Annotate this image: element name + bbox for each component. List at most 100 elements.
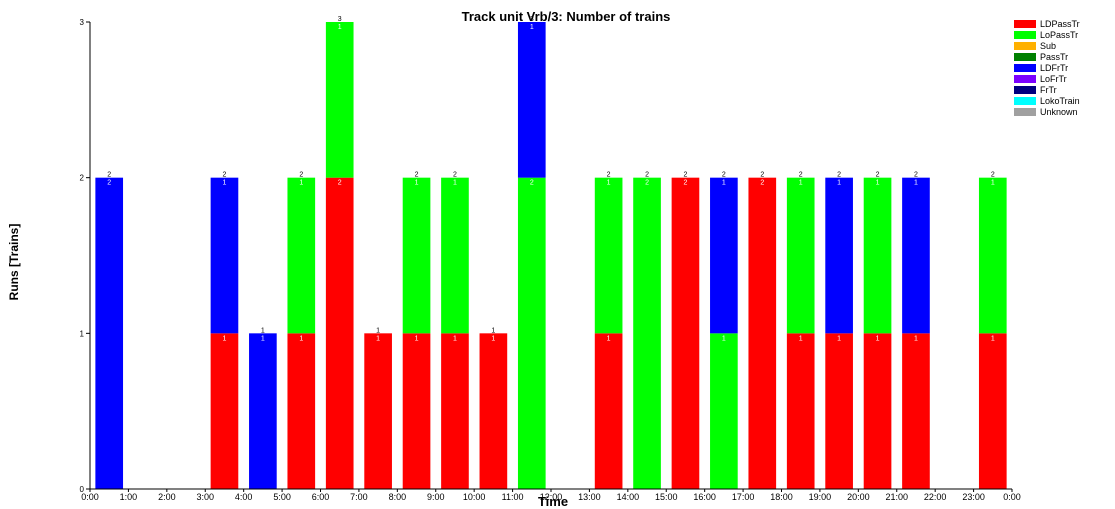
legend-swatch-lopasstr [1014,31,1036,39]
segment-value-label: 1 [453,180,457,187]
segment-value-label: 1 [837,335,841,342]
bar-total-label: 2 [837,172,841,179]
bar-total-label: 2 [760,172,764,179]
bar-segment-ldpasstr [210,333,239,489]
segment-value-label: 1 [376,335,380,342]
chart-title: Track unit Vrb/3: Number of trains [462,9,671,24]
legend-swatch-sub [1014,42,1036,50]
bar-segment-ldpasstr [902,333,930,489]
legend-swatch-ldfrtr [1014,64,1036,72]
segment-value-label: 1 [722,335,726,342]
segment-value-label: 1 [223,335,227,342]
bar-segment-ldfrtr [902,177,930,334]
x-tick-label: 7:00 [350,492,368,502]
bar-segment-ldpasstr [978,333,1007,489]
x-tick-label: 8:00 [389,492,407,502]
bar-segment-lopasstr [633,177,661,489]
bar-labels-layer: 2211211112213111121121121311222221122211… [107,16,995,342]
bar-segment-ldpasstr [825,333,853,489]
legend-label-sub: Sub [1040,41,1056,51]
bar-segment-ldpasstr [671,177,700,489]
bar-total-label: 1 [261,327,265,334]
segment-value-label: 1 [991,335,995,342]
bar-segment-ldfrtr [517,22,546,178]
bar-total-label: 1 [491,327,495,334]
x-tick-label: 22:00 [924,492,947,502]
legend-label-passtr: PassTr [1040,52,1068,62]
y-tick-label: 1 [80,329,85,338]
bar-segment-lopasstr [710,333,738,489]
bar-total-label: 2 [453,172,457,179]
segment-value-label: 1 [799,180,803,187]
legend-label-ldpasstr: LDPassTr [1040,19,1080,29]
bar-segment-ldfrtr [210,177,239,334]
bar-segment-ldfrtr [710,177,738,334]
bar-segment-lopasstr [978,177,1007,334]
segment-value-label: 2 [107,180,111,187]
bar-total-label: 2 [645,172,649,179]
segment-value-label: 1 [415,180,419,187]
bar-segment-lopasstr [786,177,815,334]
x-tick-label: 3:00 [196,492,214,502]
segment-value-label: 1 [722,180,726,187]
x-tick-label: 11:00 [502,492,524,502]
segment-value-label: 2 [760,180,764,187]
segment-value-label: 1 [876,180,880,187]
x-tick-label: 23:00 [962,492,985,502]
x-tick-label: 0:00 [1003,492,1021,502]
segment-value-label: 1 [223,180,227,187]
segment-value-label: 1 [415,335,419,342]
bar-total-label: 2 [722,172,726,179]
legend-swatch-frtr [1014,86,1036,94]
x-tick-label: 12:00 [540,492,563,502]
segment-value-label: 2 [645,180,649,187]
bar-total-label: 2 [991,172,995,179]
legend-swatch-lokotrain [1014,97,1036,105]
x-tick-label: 17:00 [732,492,755,502]
bar-total-label: 2 [914,172,918,179]
legend-label-lopasstr: LoPassTr [1040,30,1078,40]
x-tick-label: 2:00 [158,492,176,502]
bar-segment-ldfrtr [95,177,124,489]
x-tick-label: 18:00 [770,492,793,502]
bar-segment-ldpasstr [402,333,431,489]
y-tick-label: 2 [80,174,85,183]
y-axis-label: Runs [Trains] [7,224,21,301]
x-tick-label: 20:00 [847,492,870,502]
x-tick-label: 4:00 [235,492,253,502]
legend-swatch-unknown [1014,108,1036,116]
bar-segment-lopasstr [863,177,892,334]
segment-value-label: 1 [338,24,342,31]
x-tick-label: 14:00 [617,492,640,502]
segment-value-label: 1 [530,24,534,31]
bar-segment-ldfrtr [249,333,277,489]
bar-segment-ldpasstr [364,333,392,489]
bar-total-label: 3 [530,16,534,23]
bar-segment-ldpasstr [594,333,623,489]
segment-value-label: 1 [453,335,457,342]
y-tick-label: 0 [80,485,85,494]
legend-label-lofrtr: LoFrTr [1040,74,1067,84]
bar-segment-ldpasstr [863,333,892,489]
x-tick-label: 9:00 [427,492,445,502]
segment-value-label: 1 [299,180,303,187]
legend-label-frtr: FrTr [1040,85,1057,95]
bar-segment-ldpasstr [786,333,815,489]
bar-segment-ldpasstr [748,177,777,489]
bar-total-label: 2 [876,172,880,179]
segment-value-label: 2 [530,180,534,187]
legend-label-unknown: Unknown [1040,107,1078,117]
bar-total-label: 2 [607,172,611,179]
bar-total-label: 1 [376,327,380,334]
segment-value-label: 1 [607,180,611,187]
legend-swatch-passtr [1014,53,1036,61]
x-tick-label: 19:00 [809,492,832,502]
bar-total-label: 2 [223,172,227,179]
x-tick-label: 10:00 [463,492,486,502]
bar-segment-lopasstr [517,177,546,489]
legend-label-ldfrtr: LDFrTr [1040,63,1068,73]
bar-segment-ldpasstr [287,333,316,489]
bar-total-label: 2 [299,172,303,179]
